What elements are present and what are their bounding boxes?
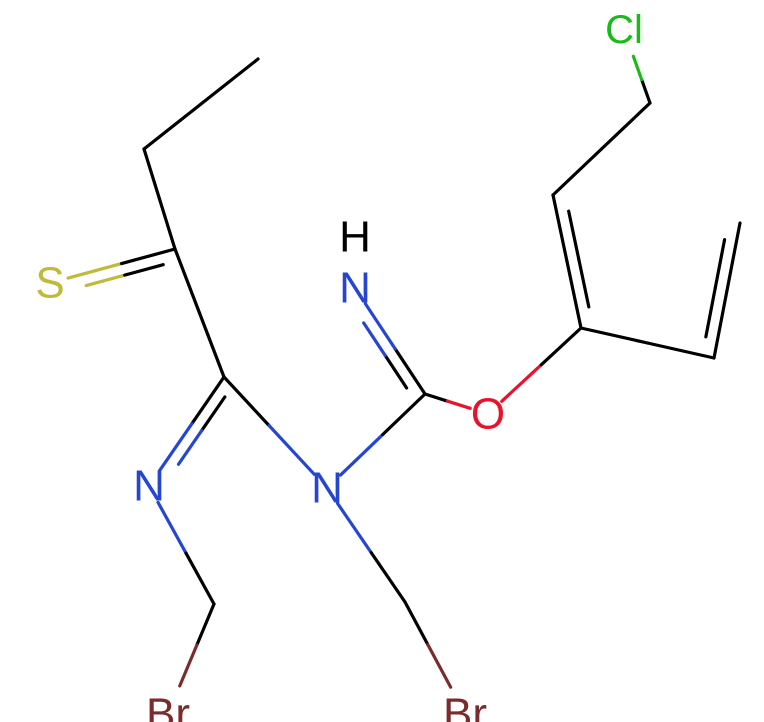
atom-label-h: H <box>339 213 371 262</box>
atom-label-br: Br <box>146 690 190 722</box>
atom-label-br: Br <box>443 690 487 722</box>
atom-label-cl: Cl <box>605 8 643 52</box>
atom-label-s: S <box>35 259 64 308</box>
atom-label-o: O <box>471 390 505 439</box>
atom-label-n: N <box>311 464 343 513</box>
atom-label-n: N <box>133 462 165 511</box>
molecule-canvas: SNBrNBrNHOCl <box>0 0 764 722</box>
atom-label-n: N <box>339 264 371 313</box>
